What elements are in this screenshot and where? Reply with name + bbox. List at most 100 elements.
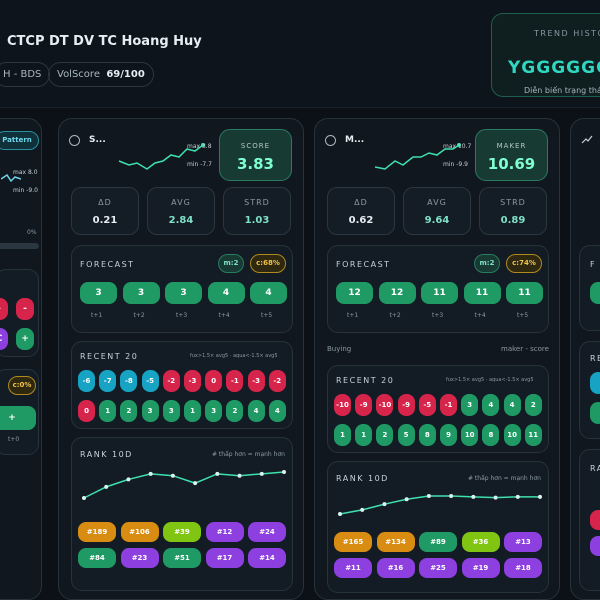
stat-box: ΔD 0.62	[327, 187, 395, 235]
left-progress	[0, 243, 39, 249]
forecast-panel: FORECAST m:2 c:74% 12 t+1 12 t+2 11 t+3 11 t+4 11 t+…	[327, 245, 549, 333]
card-title[interactable]: M...	[345, 135, 365, 145]
spark-max: max 3.8	[187, 143, 212, 150]
rank-point	[237, 473, 242, 478]
forecast-pill: 4	[207, 282, 245, 304]
rank-point	[104, 484, 109, 489]
forecast-t: t+4	[474, 312, 486, 319]
stat-box: STRD 0.89	[479, 187, 547, 235]
left-partial-card: Pattern max 8.0 min -9.0 0% - - C + c:0%…	[0, 118, 42, 600]
right-forecast-panel: F	[579, 245, 600, 331]
forecast-pill: 12	[378, 282, 416, 304]
rank-point	[515, 494, 520, 499]
card-title[interactable]: S...	[89, 135, 106, 145]
recent-pill: -1	[226, 370, 244, 392]
recent-pill: -3	[184, 370, 201, 392]
left-max: max 8.0	[13, 169, 38, 176]
spark-min: min -7.7	[187, 161, 212, 168]
m-badge: m:2	[218, 254, 244, 273]
forecast-pill: 11	[463, 282, 501, 304]
page-title: CTCP DT DV TC Hoang Huy	[7, 34, 202, 49]
recent-pill: 4	[268, 400, 286, 422]
right-recent-pill-2	[590, 402, 600, 424]
spark-max: max 10.7	[443, 143, 472, 150]
left-sparkline	[1, 173, 21, 183]
rank-label: RANK 10D	[80, 450, 133, 459]
right-recent-pill-1	[590, 372, 600, 394]
rank-legend: # thấp hơn = mạnh hơn	[212, 451, 285, 458]
recent-pill: 1	[355, 424, 373, 446]
left-pct: 0%	[27, 229, 37, 236]
rank-point	[215, 471, 220, 476]
left-plus-pill: +	[0, 406, 36, 430]
right-rank-panel: RA	[579, 449, 600, 591]
sector-chip[interactable]: H - BDS	[0, 62, 51, 87]
rank-point	[126, 477, 131, 482]
stat-label: STRD	[244, 198, 270, 207]
trend-history-box: TREND HISTO YGGGGGG Diễn biến trạng thái	[491, 13, 600, 97]
rank-point	[538, 494, 542, 499]
recent-pill: 3	[162, 400, 180, 422]
recent-pill: 2	[376, 424, 394, 446]
left-c-badge: c:0%	[8, 376, 36, 395]
pattern-badge[interactable]: Pattern	[0, 131, 39, 150]
right-rank-pill-2	[590, 536, 600, 556]
metric-card: M... max 10.7 min -9.9 MAKER 10.69 ΔD 0.62 AVG 9…	[314, 118, 560, 600]
rank-point	[338, 512, 342, 516]
recent-legend: fux>1.5× avg5 · aqua<-1.5× avg5	[190, 353, 278, 359]
forecast-label: FORECAST	[80, 260, 135, 269]
stat-label: ΔD	[354, 198, 368, 207]
left-pill-1: -	[0, 298, 8, 320]
rank-point	[471, 494, 476, 499]
rank-pill: #25	[419, 558, 457, 578]
recent-pill: 3	[141, 400, 159, 422]
stat-label: ΔD	[98, 198, 112, 207]
forecast-t: t+4	[218, 312, 230, 319]
rank-chart	[338, 494, 542, 516]
forecast-pill: 3	[80, 282, 117, 304]
rank-pill: #13	[504, 532, 542, 552]
recent-legend: fux>1.5× avg5 · aqua<-1.5× avg5	[446, 377, 534, 383]
right-f-label: F	[590, 260, 597, 269]
score-value: 10.69	[487, 155, 536, 173]
recent-pill: -2	[268, 370, 286, 392]
rank-point	[170, 473, 175, 478]
forecast-pill: 12	[336, 282, 373, 304]
rank-label: RANK 10D	[336, 474, 389, 483]
rank-point	[148, 471, 153, 476]
recent-pill: 3	[461, 394, 479, 416]
recent-pill: -2	[162, 370, 180, 392]
score-label: SCORE	[240, 142, 271, 150]
recent-pill: 2	[524, 394, 542, 416]
card-gauge-icon	[69, 135, 80, 146]
right-recent-panel: RE	[579, 341, 600, 439]
recent-pill: 5	[397, 424, 415, 446]
rank-pill: #189	[78, 522, 116, 542]
forecast-t: t+5	[261, 312, 273, 319]
left-pill-3: C	[0, 328, 8, 350]
rank-pill: #106	[120, 522, 159, 542]
forecast-pill: 3	[122, 282, 160, 304]
volscore-chip[interactable]: VolScore 69/100	[48, 62, 154, 87]
right-rank-pill-1	[590, 510, 600, 530]
rank-pill: #165	[334, 532, 372, 552]
recent-pill: 10	[461, 424, 479, 446]
rank-pill: #17	[205, 548, 244, 568]
recent-pill: -9	[397, 394, 415, 416]
rank-point	[193, 481, 198, 486]
stat-value: 1.03	[244, 215, 270, 226]
recent-pill: -1	[440, 394, 457, 416]
rank-line	[83, 471, 285, 499]
right-ra-label: RA	[590, 464, 600, 473]
recent-panel: RECENT 20 fux>1.5× avg5 · aqua<-1.5× avg5…	[71, 341, 293, 429]
rank-pill: #36	[461, 532, 500, 552]
left-min: min -9.0	[13, 187, 38, 194]
metric-card: S... max 3.8 min -7.7 SCORE 3.83 ΔD 0.21 AVG 2.8…	[58, 118, 304, 600]
forecast-t: t+1	[91, 312, 103, 319]
recent-pill: 3	[205, 400, 223, 422]
forecast-pill: 4	[250, 282, 287, 304]
recent-pill: 1	[184, 400, 201, 422]
rank-pill: #89	[419, 532, 457, 552]
card-gauge-icon	[325, 135, 336, 146]
right-re-label: RE	[590, 354, 600, 363]
